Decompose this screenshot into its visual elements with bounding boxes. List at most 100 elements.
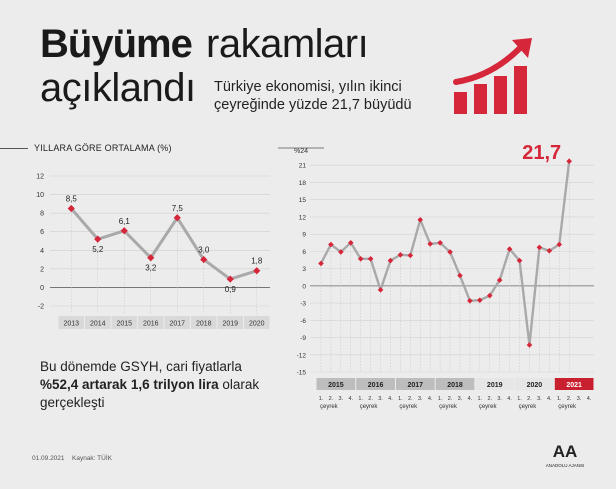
right-period-label: çeyrek — [399, 404, 418, 410]
right-y-tick-label: 6 — [302, 249, 306, 256]
right-y-tick-label: -12 — [297, 352, 307, 359]
left-x-band-cell — [111, 316, 137, 329]
right-chart-y-label: %24 — [294, 148, 308, 155]
right-data-point — [377, 287, 384, 293]
right-data-point — [536, 244, 543, 251]
left-x-tick-label: 2013 — [63, 321, 79, 328]
right-period-label: çeyrek — [479, 404, 498, 410]
gdp-footnote: Bu dönemde GSYH, cari fiyatlarla %52,4 a… — [40, 358, 260, 412]
right-quarter-label: 4. — [547, 396, 552, 402]
icon-bar-3 — [494, 76, 507, 114]
left-y-tick-label: 8 — [40, 211, 44, 218]
right-quarter-label: 4. — [507, 396, 512, 402]
right-period-label: çeyrek — [558, 404, 577, 410]
left-chart-series: 8,5 5,2 6,1 3,2 7,5 3,0 0,9 1,8 — [66, 195, 263, 295]
right-y-tick-label: -6 — [300, 318, 306, 325]
left-x-band-cell — [217, 316, 243, 329]
right-data-point — [367, 256, 374, 262]
right-y-tick-label: 3 — [302, 266, 306, 273]
right-quarter-label: 1. — [517, 396, 522, 402]
icon-bar-1 — [454, 92, 467, 114]
footnote-text-2: olarak gerçekleşti — [40, 377, 260, 410]
right-y-tick-label: 15 — [299, 197, 307, 204]
subtitle-line-2: çeyreğinde yüzde 21,7 büyüdü — [214, 97, 412, 113]
left-x-tick-label: 2019 — [222, 321, 238, 328]
right-data-point — [477, 297, 483, 304]
right-data-point — [526, 342, 533, 348]
right-quarter-label: 3. — [577, 396, 582, 402]
left-data-point — [253, 267, 261, 275]
right-quarter-label: 2. — [448, 396, 453, 402]
left-chart-y-axis: -2 0 2 4 6 8 10 12 — [36, 174, 44, 311]
icon-bar-4 — [514, 66, 527, 114]
logo-agency-name: ANADOLU AJANSI — [546, 463, 585, 468]
right-y-tick-label: 12 — [299, 214, 307, 221]
right-year-label: 2017 — [407, 382, 423, 389]
right-quarter-label: 2. — [408, 396, 413, 402]
left-chart-title: YILLARA GÖRE ORTALAMA (%) — [34, 143, 172, 153]
footnote-bold-text: %52,4 artarak 1,6 trilyon lira — [40, 377, 219, 392]
left-data-label: 5,2 — [92, 245, 104, 254]
left-data-label: 0,9 — [225, 285, 237, 294]
left-y-tick-label: 4 — [40, 248, 44, 255]
right-y-tick-label: 21 — [299, 163, 307, 170]
right-y-tick-label: 18 — [299, 180, 307, 187]
icon-bar-2 — [474, 84, 487, 114]
right-y-tick-label: 9 — [302, 232, 306, 239]
icon-trend-arrow-line — [453, 45, 523, 85]
right-year-label: 2015 — [328, 382, 344, 389]
right-quarter-label: 3. — [418, 396, 423, 402]
right-data-point — [566, 158, 572, 165]
left-series-line — [70, 207, 258, 281]
right-period-label: çeyrek — [519, 404, 538, 410]
left-data-point — [173, 214, 181, 222]
right-quarter-label: 1. — [478, 396, 483, 402]
left-chart-grid — [50, 175, 270, 314]
left-data-point — [147, 254, 155, 262]
right-data-point — [516, 257, 523, 264]
arrow-head-icon — [512, 38, 532, 58]
left-x-band-cell — [58, 316, 84, 329]
right-y-tick-label: 0 — [302, 283, 306, 290]
right-quarter-label: 1. — [557, 396, 562, 402]
left-data-point — [67, 204, 75, 213]
right-quarter-label: 2. — [567, 396, 572, 402]
annual-average-chart: -2 0 2 4 6 8 10 12 2013 2014 2015 2016 2017 2018 2019… — [36, 174, 270, 329]
right-year-label: 2020 — [527, 382, 543, 389]
left-data-label: 3,0 — [198, 246, 210, 255]
left-x-tick-label: 2014 — [90, 321, 106, 328]
title-second-line: açıklandı — [40, 66, 196, 110]
right-data-point — [486, 292, 493, 299]
left-x-tick-label: 2016 — [143, 321, 159, 328]
right-data-point — [506, 246, 513, 252]
left-data-label: 7,5 — [172, 204, 184, 213]
right-quarter-label: 3. — [339, 396, 344, 402]
right-quarter-label: 4. — [428, 396, 433, 402]
right-quarter-label: 4. — [468, 396, 473, 402]
right-year-band — [356, 378, 395, 390]
left-y-tick-label: 12 — [36, 174, 44, 181]
right-quarter-label: 2. — [527, 396, 532, 402]
right-quarter-label: 1. — [398, 396, 403, 402]
right-period-label: çeyrek — [360, 404, 379, 410]
right-chart-x-axis: 2015 1. 2. 3. 4. çeyrek 2016 1. 2. 3. 4. çeyrek 2017… — [316, 378, 594, 410]
left-y-tick-label: 10 — [36, 192, 44, 199]
left-x-band-cell — [244, 316, 270, 329]
left-x-tick-label: 2020 — [249, 321, 265, 328]
right-quarter-label: 1. — [358, 396, 363, 402]
right-data-point — [496, 277, 503, 283]
right-data-point — [427, 241, 433, 247]
right-year-band — [435, 378, 475, 390]
right-data-point — [437, 239, 443, 246]
right-year-label: 2018 — [447, 382, 463, 389]
right-quarter-label: 4. — [348, 396, 353, 402]
right-quarter-label: 3. — [497, 396, 502, 402]
left-x-band-cell — [164, 316, 190, 329]
quarterly-growth-chart: -15 -12 -9 -6 -3 0 3 6 9 12 15 18 21 2015 1. 2. 3. 4. çey… — [278, 142, 594, 410]
left-y-tick-label: 6 — [40, 229, 44, 236]
right-data-point — [447, 249, 453, 255]
logo-letters: AA — [553, 442, 578, 461]
right-quarter-label: 3. — [537, 396, 542, 402]
anadolu-agency-logo: AA ANADOLU AJANSI — [546, 442, 585, 468]
right-year-band — [395, 378, 435, 390]
